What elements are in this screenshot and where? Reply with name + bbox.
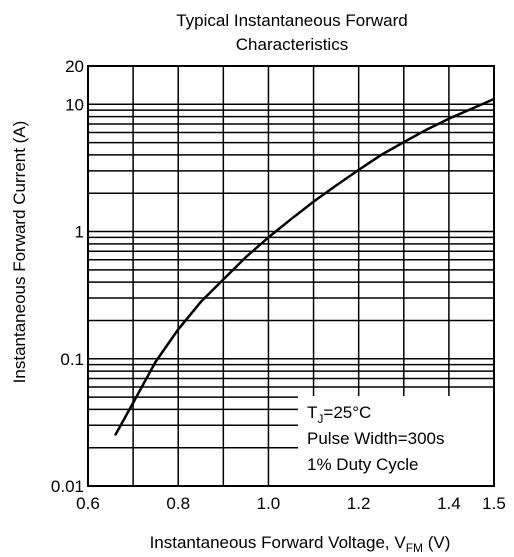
series-layer: [114, 97, 495, 437]
x-tick-label: 0.6: [76, 494, 100, 513]
x-tick-label: 1.4: [437, 494, 461, 513]
x-tick-label: 0.8: [166, 494, 190, 513]
annotation-temperature: TJ=25°C: [307, 403, 371, 426]
y-tick-label: 0.1: [60, 350, 84, 369]
chart-title-line-1: Typical Instantaneous Forward: [176, 11, 408, 30]
x-tick-label: 1.0: [257, 494, 281, 513]
annotation-duty-cycle: 1% Duty Cycle: [307, 455, 418, 474]
x-tick-label: 1.5: [482, 494, 506, 513]
y-axis-label: Instantaneous Forward Current (A): [10, 121, 29, 384]
y-tick-label: 10: [65, 95, 84, 114]
annotation-box: [298, 396, 493, 485]
x-axis-label: Instantaneous Forward Voltage, VFM (V): [150, 533, 451, 555]
y-tick-label: 20: [65, 57, 84, 76]
x-tick-label: 1.2: [347, 494, 371, 513]
annotation-pulse-width: Pulse Width=300s: [307, 429, 445, 448]
y-tick-label: 1: [75, 223, 84, 242]
plot-frame: [87, 65, 495, 487]
series-line: [114, 97, 495, 437]
y-tick-label: 0.01: [51, 477, 84, 496]
grid-layer: [88, 66, 494, 486]
chart-title-line-2: Characteristics: [236, 35, 348, 54]
tick-layer: 0.6 0.8 1.0 1.2 1.4 1.5 0.01 0.1 1 10 20: [51, 57, 506, 513]
